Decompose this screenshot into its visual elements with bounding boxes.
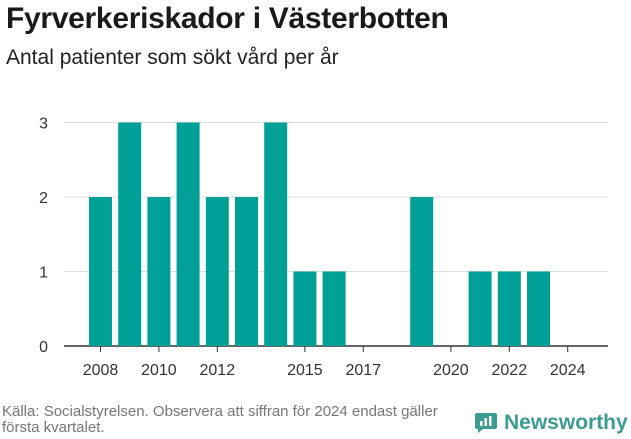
x-axis-ticks: 2008 2010 2012 2015 2017 2020 2022 2024 <box>83 346 586 379</box>
bar-2022[interactable] <box>497 271 521 347</box>
bar-2008[interactable] <box>89 197 112 346</box>
y-tick-label: 0 <box>39 339 48 356</box>
x-tick-label: 2015 <box>287 362 323 379</box>
bar-2011[interactable] <box>176 122 200 347</box>
bar-2013[interactable] <box>235 197 258 346</box>
x-tick-label: 2010 <box>141 362 177 379</box>
bar-2023[interactable] <box>527 271 550 347</box>
bar-2019[interactable] <box>410 197 434 346</box>
newsworthy-logo-icon <box>475 413 497 433</box>
bar-2014[interactable] <box>264 122 288 347</box>
x-tick-label: 2024 <box>550 362 586 379</box>
bar-chart: 0 1 2 3 2008 2010 2012 2015 2017 2020 2022 2024 <box>39 116 608 379</box>
bar-2021[interactable] <box>468 271 492 347</box>
bars <box>89 122 550 347</box>
bar-2012[interactable] <box>205 197 229 346</box>
brand-name: Newsworthy <box>504 411 628 434</box>
x-tick-label: 2008 <box>83 362 119 379</box>
y-axis-ticks: 0 1 2 3 <box>39 116 48 357</box>
x-tick-label: 2022 <box>492 362 528 379</box>
x-tick-label: 2012 <box>200 362 236 379</box>
y-tick-label: 2 <box>39 190 48 207</box>
chart-title: Fyrverkeriskador i Västerbotten <box>6 2 449 35</box>
bar-2010[interactable] <box>147 197 171 346</box>
source-note: Källa: Socialstyrelsen. Observera att si… <box>2 403 438 436</box>
brand: Newsworthy <box>474 408 628 438</box>
x-tick-label: 2017 <box>346 362 382 379</box>
y-tick-label: 1 <box>39 265 48 282</box>
bar-2009[interactable] <box>118 122 142 347</box>
x-tick-label: 2020 <box>433 362 469 379</box>
bar-2015[interactable] <box>293 271 317 347</box>
bar-2016[interactable] <box>322 271 346 347</box>
y-tick-label: 3 <box>39 116 48 133</box>
chart-subtitle: Antal patienter som sökt vård per år <box>6 46 339 69</box>
